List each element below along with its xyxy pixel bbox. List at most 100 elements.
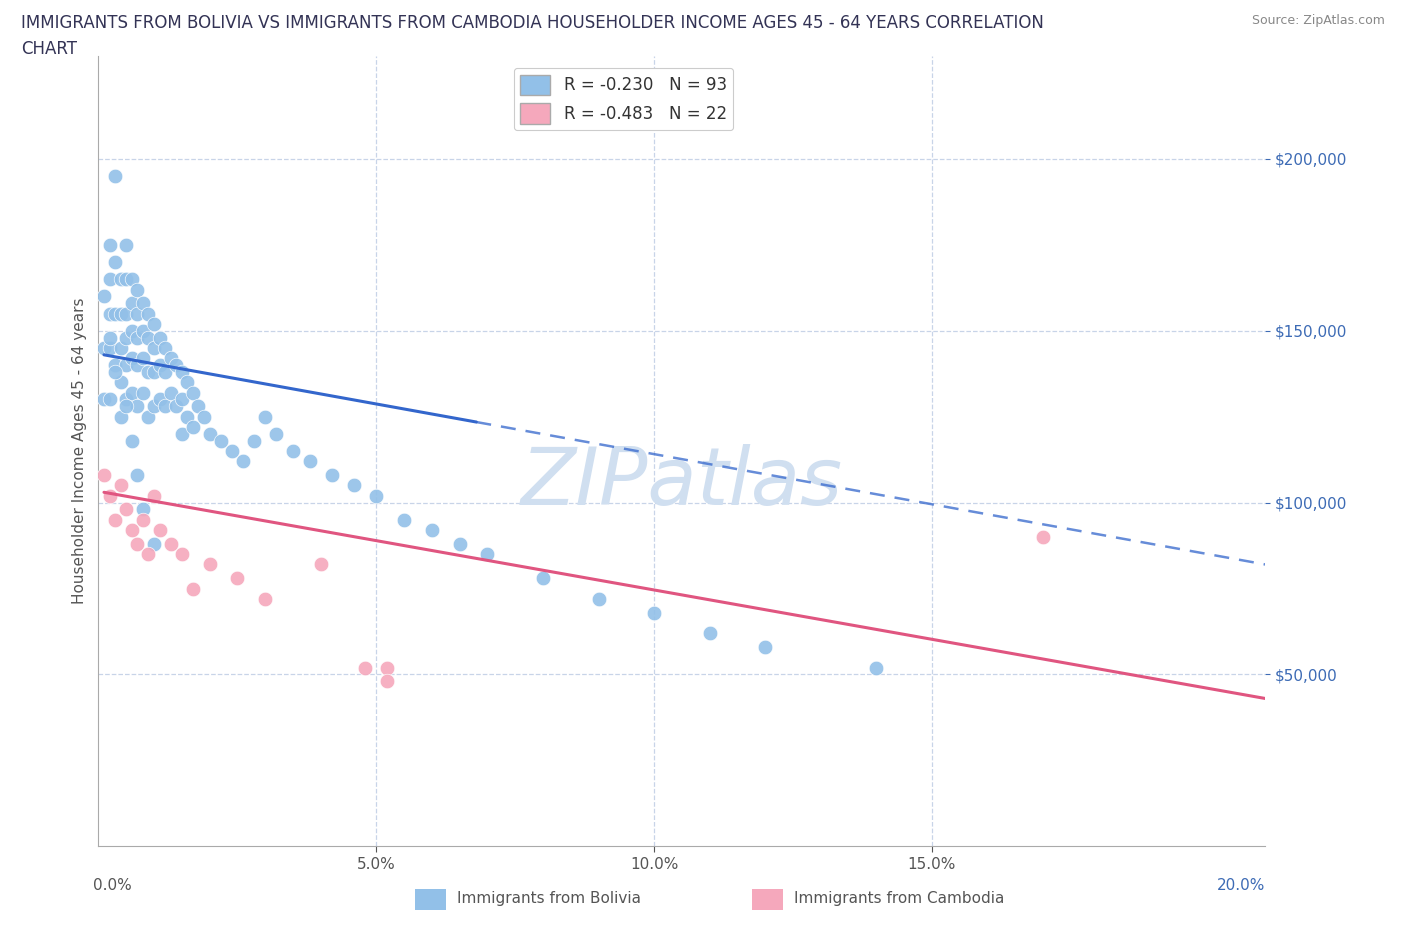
Point (377, 674, 399, 689)
Point (254, 409, 277, 424)
Point (98, 330, 121, 345)
Point (754, 640, 776, 655)
Point (170, 547, 193, 562)
Point (121, 296, 143, 311)
Text: CHART: CHART (21, 40, 77, 58)
Point (121, 385, 143, 400)
Point (93, 392, 115, 407)
Point (699, 626, 721, 641)
Point (110, 340, 132, 355)
Point (170, 427, 193, 442)
Point (588, 591, 610, 606)
Point (132, 385, 155, 400)
Point (148, 523, 170, 538)
Point (298, 454, 321, 469)
Point (93, 340, 115, 355)
Point (865, 660, 887, 675)
Point (392, 512, 415, 527)
Point (115, 399, 138, 414)
Point (115, 306, 138, 321)
Point (159, 385, 181, 400)
Point (420, 523, 443, 538)
Point (226, 571, 249, 586)
Point (138, 306, 160, 321)
Point (165, 399, 187, 414)
Point (643, 605, 665, 620)
Point (104, 365, 127, 379)
Point (127, 306, 149, 321)
Point (176, 409, 198, 424)
Point (93, 468, 115, 483)
Legend: R = -0.230   N = 93, R = -0.483   N = 22: R = -0.230 N = 93, R = -0.483 N = 22 (513, 68, 734, 130)
Point (159, 351, 181, 365)
Point (1032, 529, 1054, 544)
Text: 0.0%: 0.0% (93, 878, 131, 893)
Point (110, 375, 132, 390)
Point (148, 330, 170, 345)
Point (143, 365, 166, 379)
Point (143, 488, 166, 503)
Point (138, 409, 160, 424)
Point (98, 340, 121, 355)
Point (153, 399, 176, 414)
Point (148, 392, 170, 407)
Point (110, 409, 132, 424)
Point (98, 272, 121, 286)
Point (153, 340, 176, 355)
Point (127, 358, 149, 373)
Point (110, 272, 132, 286)
Point (132, 502, 155, 517)
Point (121, 523, 143, 538)
Point (98, 392, 121, 407)
Point (127, 330, 149, 345)
Point (232, 454, 254, 469)
Point (115, 330, 138, 345)
Point (110, 306, 132, 321)
Point (254, 591, 277, 606)
Point (143, 537, 166, 551)
Point (243, 433, 266, 448)
Point (115, 392, 138, 407)
Point (132, 512, 155, 527)
Point (198, 427, 221, 442)
Point (143, 399, 166, 414)
Point (531, 571, 554, 586)
Point (309, 557, 332, 572)
Point (170, 365, 193, 379)
Point (110, 478, 132, 493)
Point (121, 351, 143, 365)
Point (187, 399, 209, 414)
Point (104, 255, 127, 270)
Point (127, 399, 149, 414)
Text: Source: ZipAtlas.com: Source: ZipAtlas.com (1251, 14, 1385, 27)
Point (98, 488, 121, 503)
Text: ZIPatlas: ZIPatlas (520, 444, 844, 522)
Point (209, 433, 232, 448)
Point (138, 547, 160, 562)
Text: Immigrants from Bolivia: Immigrants from Bolivia (457, 891, 641, 906)
Point (221, 444, 243, 458)
Point (121, 433, 143, 448)
Point (170, 392, 193, 407)
Point (181, 581, 204, 596)
Point (477, 547, 499, 562)
Point (115, 272, 138, 286)
Point (449, 537, 471, 551)
Point (132, 296, 155, 311)
Point (127, 282, 149, 297)
Point (264, 427, 287, 442)
Point (143, 340, 166, 355)
Point (354, 660, 377, 675)
Point (138, 330, 160, 345)
Point (104, 358, 127, 373)
Point (104, 306, 127, 321)
Point (121, 324, 143, 339)
Point (138, 365, 160, 379)
Point (98, 306, 121, 321)
Point (181, 419, 204, 434)
Point (176, 375, 198, 390)
Y-axis label: Householder Income Ages 45 - 64 years: Householder Income Ages 45 - 64 years (72, 298, 87, 604)
Point (281, 444, 304, 458)
Text: Immigrants from Cambodia: Immigrants from Cambodia (794, 891, 1005, 906)
Point (159, 537, 181, 551)
